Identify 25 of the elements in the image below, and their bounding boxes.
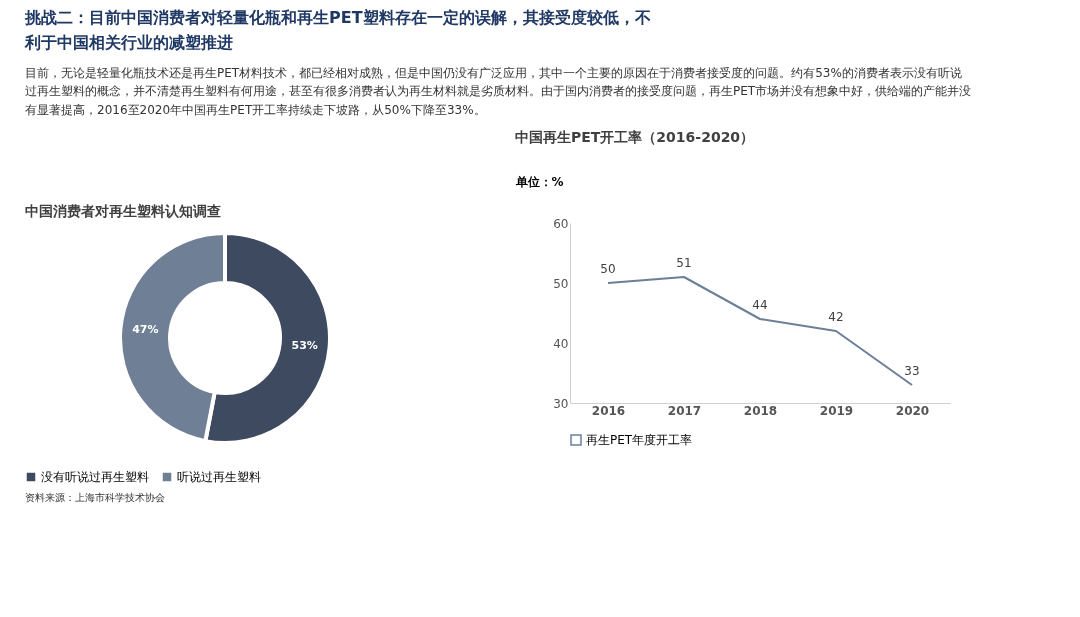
y-tick-label: 50: [553, 276, 569, 291]
legend-label: 没有听说过再生塑料: [41, 470, 149, 484]
y-tick-label: 30: [553, 396, 569, 411]
y-axis-title: 单位：%: [514, 174, 564, 189]
data-label: 42: [828, 310, 844, 324]
y-tick-label: 60: [553, 216, 569, 231]
data-label: 47%: [132, 323, 159, 337]
data-label: 33: [904, 364, 920, 378]
x-tick-label: 2017: [667, 403, 702, 418]
x-tick-label: 2018: [743, 403, 778, 418]
data-label: 51: [676, 256, 692, 270]
x-tick-label: 2016: [591, 403, 626, 418]
legend-label: 再生PET年度开工率: [586, 433, 693, 447]
chart-title: 中国消费者对再生塑料认知调查: [25, 203, 221, 219]
y-tick-label: 40: [553, 336, 569, 351]
data-label: 50: [600, 262, 616, 276]
text: 目前，无论是轻量化瓶技术还是再生PET材料技术，都已经相对成熟，但是中国仍没有广泛应用，其中一个主要的原因在于消费者接受度的问题。约有53%的消费者表示没有听说过再生塑料的概念，并不清楚再生塑料有何用途，甚至有很多消费者认为再生材料就是劣质材料。由于国内消费者的接受度问题，再生PET市场并没有想象中好，供给端的产能并没有显著提高，2016至2020年中国再生PET开工率持续走下坡路，从50%下降至33%。: [25, 66, 972, 117]
x-tick-label: 2020: [895, 403, 930, 418]
x-tick-label: 2019: [819, 403, 854, 418]
text: 资料来源：上海市科学技术协会: [25, 492, 165, 503]
text: 挑战二：目前中国消费者对轻量化瓶和再生PET塑料存在一定的误解，其接受度较低，不利于中国相关行业的减塑推进: [24, 8, 651, 52]
chart-title: 中国再生PET开工率（2016-2020）: [515, 129, 755, 145]
data-label: 44: [752, 298, 768, 312]
data-label: 53%: [291, 338, 318, 352]
legend-label: 听说过再生塑料: [177, 470, 261, 484]
